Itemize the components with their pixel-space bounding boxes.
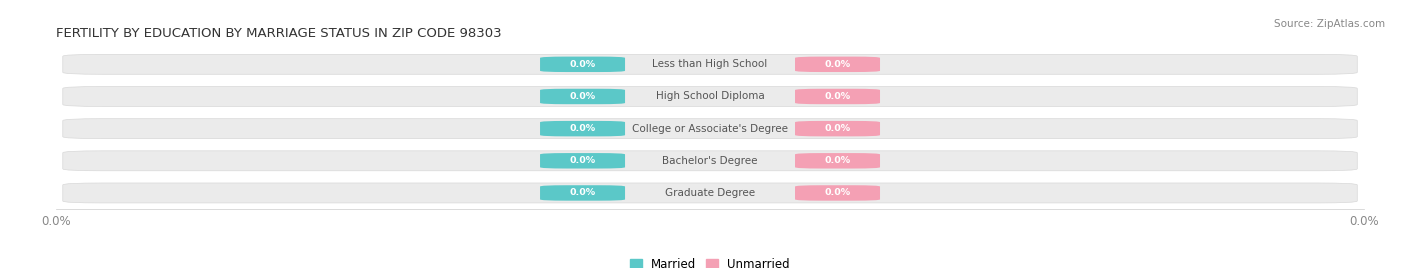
- Text: Bachelor's Degree: Bachelor's Degree: [662, 156, 758, 166]
- Text: 0.0%: 0.0%: [569, 60, 596, 69]
- Text: Source: ZipAtlas.com: Source: ZipAtlas.com: [1274, 19, 1385, 29]
- Text: 0.0%: 0.0%: [824, 188, 851, 198]
- Text: High School Diploma: High School Diploma: [655, 91, 765, 102]
- FancyBboxPatch shape: [540, 121, 626, 136]
- Text: FERTILITY BY EDUCATION BY MARRIAGE STATUS IN ZIP CODE 98303: FERTILITY BY EDUCATION BY MARRIAGE STATU…: [56, 27, 502, 40]
- Text: Less than High School: Less than High School: [652, 59, 768, 69]
- FancyBboxPatch shape: [794, 185, 880, 201]
- FancyBboxPatch shape: [63, 87, 1357, 106]
- Text: 0.0%: 0.0%: [824, 60, 851, 69]
- FancyBboxPatch shape: [540, 185, 626, 201]
- FancyBboxPatch shape: [540, 89, 626, 104]
- Text: 0.0%: 0.0%: [569, 156, 596, 165]
- Text: 0.0%: 0.0%: [569, 188, 596, 198]
- FancyBboxPatch shape: [540, 153, 626, 169]
- Legend: Married, Unmarried: Married, Unmarried: [630, 258, 790, 268]
- Text: 0.0%: 0.0%: [824, 124, 851, 133]
- Text: 0.0%: 0.0%: [824, 92, 851, 101]
- Text: 0.0%: 0.0%: [569, 124, 596, 133]
- Text: 0.0%: 0.0%: [824, 156, 851, 165]
- FancyBboxPatch shape: [63, 151, 1357, 171]
- FancyBboxPatch shape: [63, 119, 1357, 139]
- FancyBboxPatch shape: [63, 183, 1357, 203]
- FancyBboxPatch shape: [794, 57, 880, 72]
- Text: Graduate Degree: Graduate Degree: [665, 188, 755, 198]
- Text: College or Associate's Degree: College or Associate's Degree: [633, 124, 787, 134]
- FancyBboxPatch shape: [794, 121, 880, 136]
- FancyBboxPatch shape: [794, 89, 880, 104]
- Text: 0.0%: 0.0%: [569, 92, 596, 101]
- FancyBboxPatch shape: [63, 54, 1357, 74]
- FancyBboxPatch shape: [794, 153, 880, 169]
- FancyBboxPatch shape: [540, 57, 626, 72]
